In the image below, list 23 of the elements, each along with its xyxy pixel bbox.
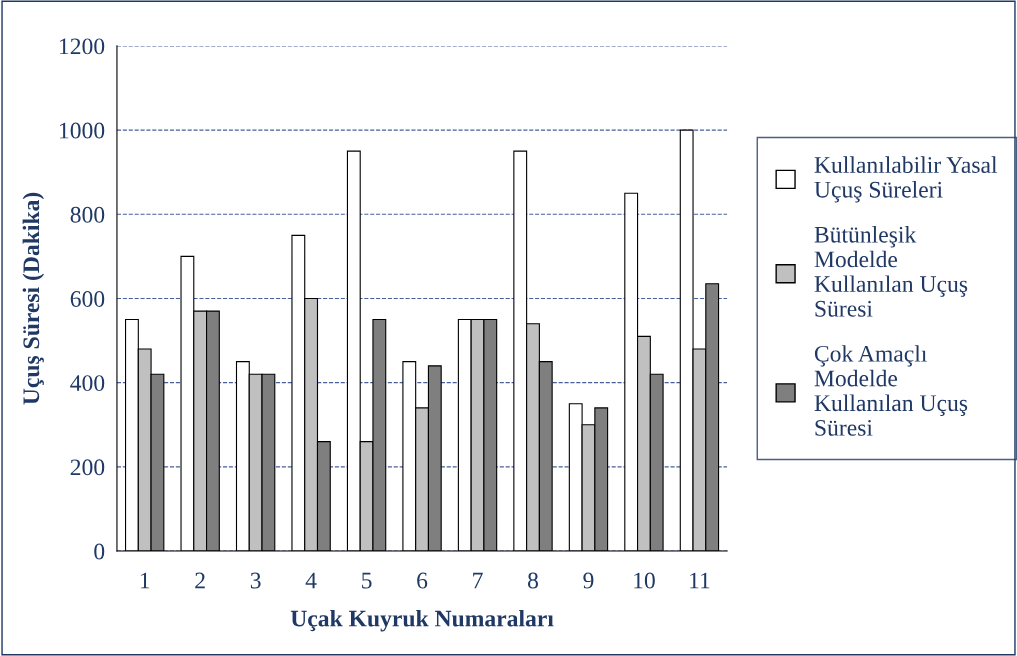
y-tick-label: 800: [70, 206, 105, 223]
x-tick-label: 5: [362, 572, 372, 589]
y-tick-label: 0: [94, 543, 105, 560]
x-tick-label: 7: [473, 572, 483, 589]
x-tick-label: 6: [417, 572, 428, 589]
x-tick-label: 11: [690, 572, 710, 589]
legend-label: Bütünleşik Modelde Kullanılan Uçuş Süresi: [814, 226, 968, 317]
y-tick-label: 1200: [60, 38, 105, 55]
x-tick-label: 9: [583, 572, 594, 589]
x-tick-label: 2: [195, 572, 205, 589]
legend-label: Kullanılabilir Yasal Uçuş Süreleri: [814, 156, 998, 203]
x-tick-label: 8: [528, 572, 538, 589]
x-tick-label: 4: [305, 572, 317, 589]
legend-label: Çok Amaçlı Modelde Kullanılan Uçuş Süresi: [814, 345, 968, 436]
y-tick-label: 1000: [60, 122, 105, 139]
x-tick-label: 10: [634, 572, 655, 589]
x-tick-label: 1: [140, 572, 150, 589]
y-tick-label: 400: [70, 375, 105, 392]
x-tick-label: 3: [250, 572, 261, 589]
y-tick-label: 200: [70, 459, 105, 476]
x-axis-title: Uçak Kuyruk Numaraları: [290, 609, 554, 632]
y-axis-title: Uçuş Süresi (Dakika): [22, 192, 45, 405]
y-tick-label: 600: [70, 290, 105, 307]
